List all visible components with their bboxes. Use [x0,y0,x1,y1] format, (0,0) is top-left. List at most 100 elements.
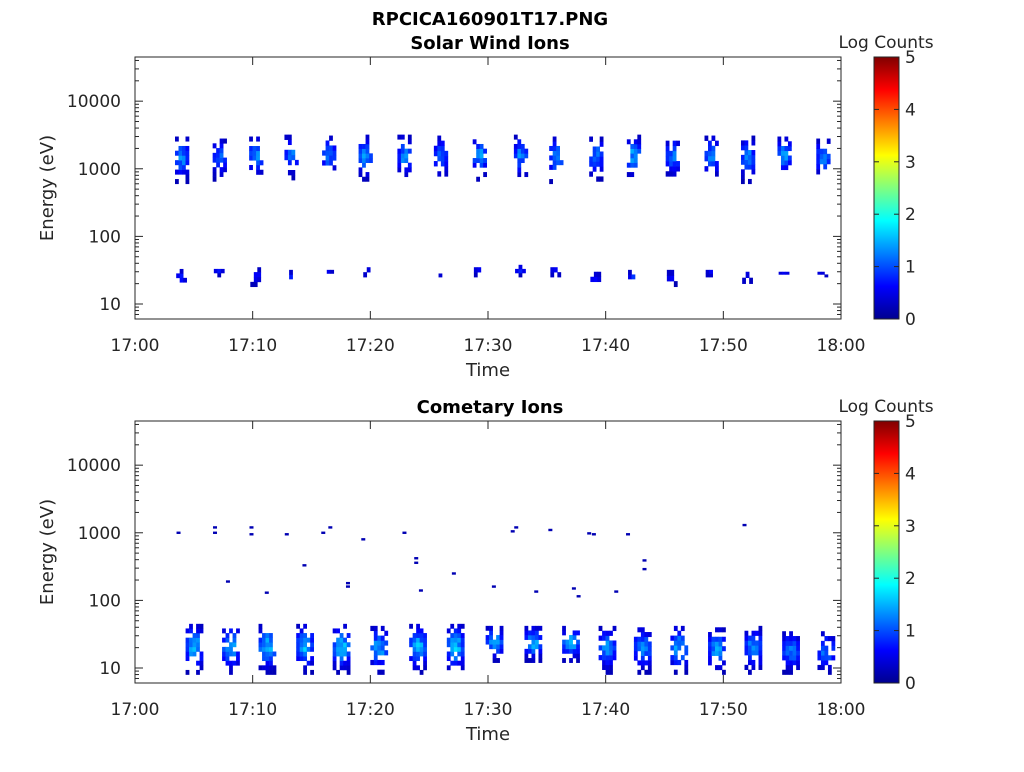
spectrogram-cell [669,171,673,177]
spectrogram-cell [362,143,366,149]
spectrogram-cell [216,148,220,154]
spectrogram-cell [711,145,716,152]
spectrogram-cell [492,658,497,663]
spectrogram-cell [397,148,402,154]
spectrogram-cell [196,623,200,629]
spectrogram-cell [404,153,409,159]
spectrogram-cell [715,665,719,671]
spectrogram-cell [673,625,678,632]
spectrogram-cell [249,150,253,156]
spectrogram-cell [747,164,752,170]
spectrogram-cell [222,628,226,634]
spectrogram-cell [199,665,204,671]
spectrogram-cell [785,640,790,646]
spectrogram-cell [538,648,543,654]
spectrogram-cell [640,660,645,666]
spectrogram-cell [576,644,580,650]
spectrogram-cell [820,660,825,666]
spectrogram-cell [637,641,642,647]
spectrogram-cell [605,669,610,675]
spectrogram-cell [423,637,427,643]
spectrogram-cell [612,655,617,661]
spectrogram-cell [262,642,266,648]
spectrogram-cell [592,166,597,172]
spectrogram-cell [310,669,315,675]
colorbar-gradient [873,56,900,320]
spectrogram-cell [816,163,821,170]
x-tick-label: 17:10 [228,336,277,356]
spectrogram-cell [642,559,647,562]
spectrogram-cell [412,637,417,643]
spectrogram-cell [450,642,455,648]
spectrogram-cell [473,272,478,278]
spectrogram-cell [755,650,759,656]
spectrogram-cell [816,169,821,175]
spectrogram-cell [673,659,678,666]
spectrogram-cell [637,134,642,140]
spectrogram-cell [185,174,190,180]
spectrogram-cell [665,140,670,147]
spectrogram-cell [740,178,745,185]
spectrogram-cell [824,655,829,661]
spectrogram-cell [820,271,825,275]
spectrogram-cell [196,637,200,643]
spectrogram-cell [602,645,606,651]
spectrogram-cell [755,630,759,636]
spectrogram-cell [185,656,190,662]
spectrogram-cell [534,639,539,645]
spectrogram-cell [673,669,678,675]
spectrogram-cell [518,268,523,274]
spectrogram-cell [715,641,719,647]
spectrogram-cell [538,658,543,663]
spectrogram-cell [423,665,427,671]
spectrogram-cell [499,630,504,636]
spectrogram-cell [591,533,596,536]
spectrogram-cell [249,165,253,171]
spectrogram-cell [672,145,677,152]
spectrogram-cell [740,174,745,180]
spectrogram-cell [562,630,566,636]
spectrogram-cell [299,646,304,652]
spectrogram-cell [419,642,424,648]
spectrogram-cell [496,644,500,650]
spectrogram-cell [330,269,335,274]
spectrogram-cell [777,150,782,156]
spectrogram-cell [647,655,652,661]
colorbar: 0 1 2 3 4 5 Log Counts [838,397,933,694]
spectrogram-cell [269,651,273,657]
spectrogram-cell [269,669,273,675]
spectrogram-cell [489,630,493,636]
figure-title: RPCICA160901T17.PNG [372,9,608,30]
x-tick-label: 18:00 [817,700,866,720]
spectrogram-cell [346,642,351,648]
spectrogram-cell [189,642,193,648]
spectrogram-cell [299,656,304,662]
spectrogram-cell [416,628,420,634]
spectrogram-cell [345,581,350,585]
spectrogram-cell [433,150,438,157]
spectrogram-cell [517,139,522,145]
spectrogram-cell [785,271,790,275]
spectrogram-cell [562,625,566,631]
spectrogram-cell [722,660,726,666]
spectrogram-cell [782,640,786,646]
spectrogram-cell [534,625,539,631]
colorbar-ticks: 0 1 2 3 4 5 [874,412,916,694]
spectrogram-cell [363,272,368,278]
spectrogram-cell [831,645,836,651]
spectrogram-cell [358,153,363,159]
spectrogram-cell [711,150,716,157]
spectrogram-cell [332,656,337,662]
spectrogram-cell [219,138,224,144]
spectrogram-cell [212,143,217,149]
spectrogram-cell [176,531,181,534]
spectrogram-cell [453,660,458,666]
spectrogram-cell [423,660,427,666]
spectrogram-cell [252,155,257,161]
spectrogram-cell [592,151,597,157]
spectrogram-cell [479,153,484,159]
spectrogram-cell [705,269,710,274]
spectrogram-cell [517,162,522,168]
spectrogram-cell [590,276,595,283]
